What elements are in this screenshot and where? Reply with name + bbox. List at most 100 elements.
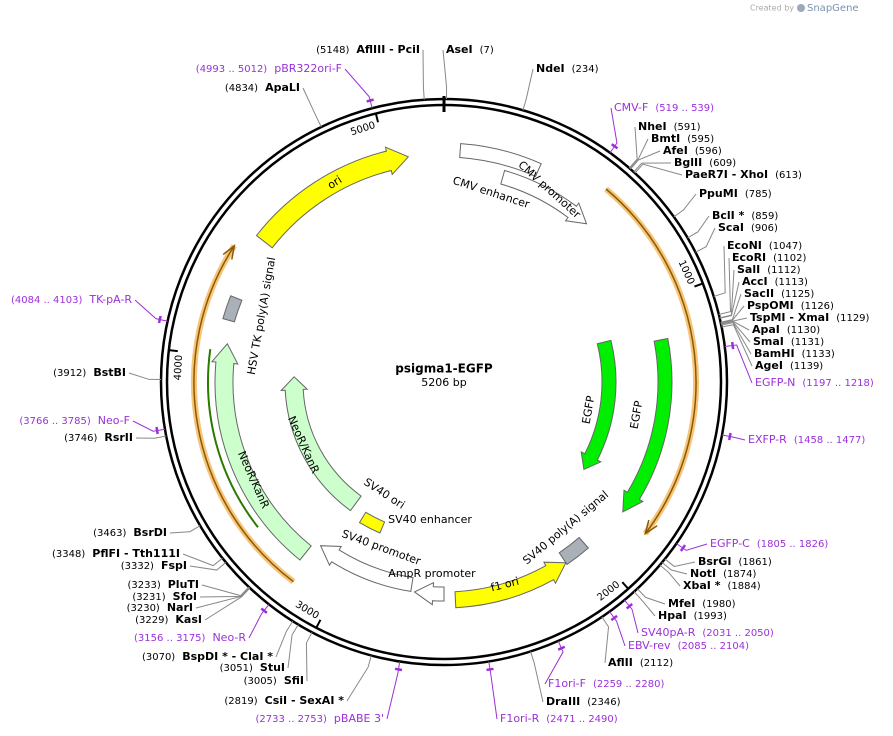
site-name: SalI: [737, 263, 760, 276]
feature: [558, 536, 590, 566]
site-position: (596): [695, 146, 722, 157]
primer-line: [344, 68, 373, 109]
ring-tick: [374, 113, 380, 123]
site-name: ScaI: [718, 221, 744, 234]
site-position: (2346): [587, 697, 620, 708]
site-position: (595): [687, 134, 714, 145]
primer-line: [609, 107, 618, 154]
primer-range: (4993 .. 5012): [196, 64, 268, 75]
site-position: (1126): [801, 301, 834, 312]
site-position: (3233): [127, 580, 160, 591]
brand-logo: [797, 4, 805, 12]
feature: [358, 511, 386, 534]
primer-line: [248, 604, 270, 639]
site-position: (2819): [224, 696, 257, 707]
site-name: BclI *: [712, 209, 745, 222]
site-line: [718, 257, 731, 315]
primer-line: [132, 420, 166, 432]
primer-line: [488, 661, 498, 720]
site-position: (3332): [121, 561, 154, 572]
site-position: (3746): [64, 433, 97, 444]
site-position: (3051): [220, 663, 253, 674]
feature: [454, 561, 567, 609]
ring-tick: [694, 282, 704, 288]
primer-name: EGFP-N: [755, 376, 795, 389]
primer-line: [724, 344, 753, 384]
feature-label: SV40 ori: [361, 476, 407, 512]
feature: [319, 545, 414, 592]
site-line: [442, 49, 448, 100]
primer-line: [721, 434, 746, 441]
site-name: PaeR7I - XhoI: [685, 168, 768, 181]
site-position: (591): [674, 122, 701, 133]
site-line: [275, 620, 294, 658]
site-position: (1133): [802, 349, 835, 360]
site-position: (1139): [790, 361, 823, 372]
site-name: AccI: [742, 275, 768, 288]
site-position: (1993): [694, 611, 727, 622]
site-position: (3912): [53, 368, 86, 379]
site-line: [695, 227, 716, 253]
primer-band-core: [193, 245, 294, 583]
site-name: FspI: [161, 559, 187, 572]
site-line: [530, 651, 544, 703]
primer-line: [386, 661, 401, 720]
site-line: [659, 564, 681, 587]
site-position: (2112): [640, 658, 673, 669]
primer-range: (1458 .. 1477): [794, 435, 866, 446]
feature-label: HSV TK poly(A) signal: [245, 256, 278, 376]
site-name: BglII: [674, 156, 702, 169]
site-name: AflII: [608, 656, 633, 669]
primer-line: [676, 543, 708, 551]
site-line: [305, 632, 313, 682]
primer-range: (2471 .. 2490): [546, 714, 618, 725]
primer-name: pBABE 3': [334, 712, 384, 725]
site-name: AgeI: [755, 359, 783, 372]
site-line: [422, 49, 425, 100]
ring-tick: [621, 581, 630, 590]
primer-range: (4084 .. 4103): [11, 295, 83, 306]
feature: [459, 143, 542, 178]
site-line: [713, 245, 726, 297]
site-line: [661, 562, 688, 575]
site-name: MfeI: [668, 597, 695, 610]
site-line: [634, 163, 683, 176]
primer-range: (2733 .. 2753): [256, 714, 328, 725]
site-line: [189, 562, 227, 571]
band-head: [644, 519, 658, 536]
primer-range: (2259 .. 2280): [593, 679, 665, 690]
primer-range: (2085 .. 2104): [678, 641, 750, 652]
site-position: (1112): [767, 265, 800, 276]
primer-band-core: [605, 188, 697, 535]
site-name: SfiI: [284, 674, 304, 687]
site-position: (3005): [244, 676, 277, 687]
site-line: [673, 193, 697, 218]
site-name: BstBI: [93, 366, 126, 379]
site-line: [720, 321, 751, 343]
band-head: [222, 243, 236, 260]
site-line: [687, 215, 710, 239]
brand: SnapGene: [807, 3, 859, 14]
primer-range: (1805 .. 1826): [757, 539, 829, 550]
primer-name: pBR322ori-F: [274, 62, 342, 75]
primer-line: [624, 599, 639, 634]
site-name: SacII: [744, 287, 774, 300]
site-line: [719, 281, 740, 319]
site-position: (1113): [775, 277, 808, 288]
site-name: PpuMI: [699, 187, 738, 200]
site-position: (3348): [52, 549, 85, 560]
site-name: TspMI - XmaI: [750, 311, 829, 324]
site-line: [629, 138, 649, 170]
site-line: [128, 372, 162, 381]
site-name: NdeI: [536, 62, 565, 75]
primer-line: [544, 640, 564, 685]
primer-name: SV40pA-R: [641, 626, 696, 639]
ring-tick-label: 4000: [173, 355, 185, 381]
site-line: [182, 553, 223, 567]
site-position: (1047): [769, 241, 802, 252]
site-name: PspOMI: [747, 299, 794, 312]
site-position: (234): [572, 64, 599, 75]
map-title: psigma1-EGFP: [395, 362, 493, 376]
site-line: [721, 324, 753, 367]
